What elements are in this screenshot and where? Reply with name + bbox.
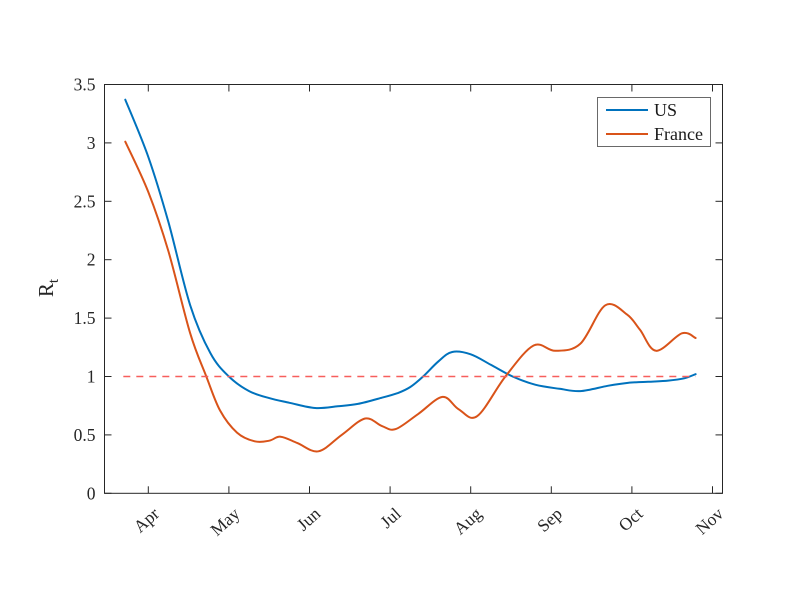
- x-tick-label: Apr: [129, 503, 163, 536]
- x-tick-label: Aug: [450, 503, 486, 538]
- y-tick-label: 2.5: [74, 191, 96, 211]
- x-tick-label: Jun: [293, 503, 325, 534]
- y-tick-label: 1: [87, 367, 96, 387]
- legend-label-us: US: [654, 100, 678, 120]
- legend-item-france: France: [606, 122, 710, 146]
- x-tick-label: Oct: [614, 503, 646, 535]
- france-line-swatch: [606, 133, 648, 135]
- us-line-swatch: [606, 109, 648, 111]
- y-tick-label: 2: [87, 250, 96, 270]
- y-axis-title-subscript: t: [46, 278, 63, 284]
- x-tick-label: Jul: [376, 503, 405, 532]
- x-tick-label: Sep: [533, 503, 566, 536]
- y-tick-label: 0: [87, 483, 96, 503]
- axes-box: [104, 84, 723, 494]
- legend: US France: [597, 97, 711, 147]
- legend-item-us: US: [606, 98, 710, 122]
- y-axis-title-main: R: [34, 283, 58, 298]
- y-tick-label: 1.5: [74, 308, 96, 328]
- legend-label-france: France: [654, 124, 703, 144]
- y-tick-label: 3: [87, 133, 96, 153]
- y-tick-label: 0.5: [74, 425, 96, 445]
- y-axis-title: Rt: [32, 268, 63, 308]
- x-tick-label: May: [206, 503, 243, 539]
- us-series-line: [124, 98, 697, 410]
- y-tick-label: 3.5: [74, 75, 96, 95]
- france-series-line: [124, 140, 697, 453]
- x-tick-label: Nov: [691, 503, 727, 538]
